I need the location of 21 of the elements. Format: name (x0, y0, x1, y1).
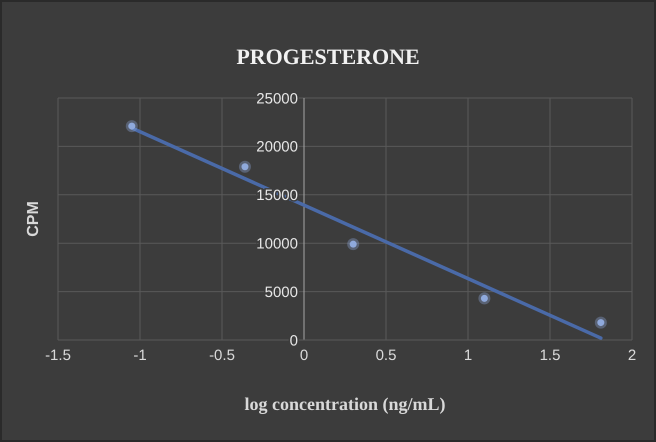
chart-title: PROGESTERONE (236, 44, 420, 69)
x-tick-label: 2 (628, 347, 636, 364)
y-axis-title: CPM (25, 201, 42, 237)
x-tick-label: -0.5 (209, 347, 235, 364)
x-axis-title: log concentration (ng/mL) (244, 394, 446, 414)
y-tick-label: 0 (290, 332, 298, 350)
y-tick-label: 5000 (264, 284, 298, 301)
point (126, 120, 138, 132)
point (478, 292, 490, 304)
x-tick-label: 1.5 (540, 347, 560, 364)
point (238, 160, 251, 173)
x-tick-label: 0.5 (376, 347, 396, 364)
y-tick-label: 10000 (256, 235, 298, 252)
x-tick-label: -1 (133, 347, 147, 364)
y-tick-label: 25000 (256, 90, 298, 108)
x-tick-label: -1.5 (45, 347, 71, 364)
y-tick-label: 20000 (256, 138, 298, 156)
x-tick-label: 0 (300, 347, 308, 364)
point (347, 238, 360, 250)
x-tick-label: 1 (464, 347, 472, 364)
point (594, 316, 607, 329)
